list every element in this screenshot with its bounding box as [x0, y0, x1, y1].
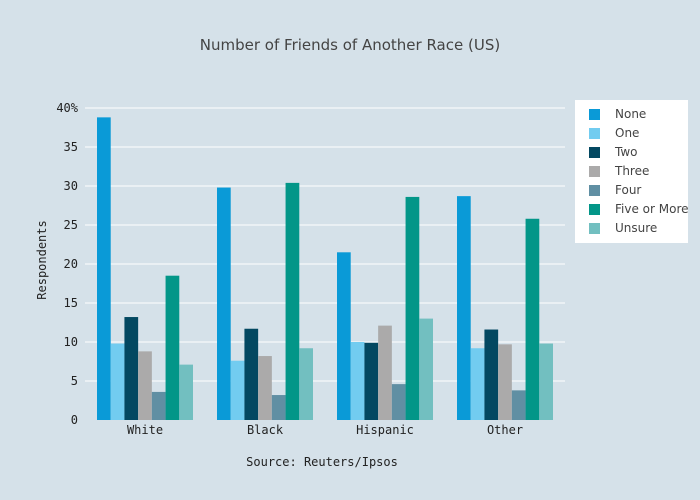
x-tick-label: Other [487, 423, 523, 437]
legend-label: Three [614, 164, 649, 178]
bar-five-or-more-other[interactable] [525, 218, 540, 420]
legend-label: None [615, 107, 646, 121]
bar-two-other[interactable] [484, 329, 499, 420]
y-tick-label: 20 [64, 257, 78, 271]
chart-title: Number of Friends of Another Race (US) [200, 36, 500, 54]
bar-four-black[interactable] [271, 395, 286, 420]
x-axis-title: Source: Reuters/Ipsos [246, 455, 398, 469]
legend-swatch [589, 204, 600, 215]
bar-three-white[interactable] [138, 351, 152, 420]
bar-one-black[interactable] [230, 360, 245, 420]
y-tick-label: 5 [71, 374, 78, 388]
legend-swatch [589, 185, 600, 196]
bar-one-other[interactable] [470, 348, 485, 420]
y-tick-label: 40% [56, 101, 78, 115]
x-tick-label: Hispanic [356, 423, 414, 437]
legend-item[interactable]: None [589, 107, 646, 121]
bar-none-hispanic[interactable] [337, 252, 351, 420]
legend-swatch [589, 109, 600, 120]
x-tick-label: White [127, 423, 163, 437]
x-axis-ticks: White Black Hispanic Other [127, 423, 523, 437]
legend-label: One [615, 126, 639, 140]
bar-none-other[interactable] [457, 196, 471, 420]
y-tick-label: 15 [64, 296, 78, 310]
y-tick-label: 10 [64, 335, 78, 349]
legend-swatch [589, 166, 600, 177]
gridlines [85, 107, 565, 382]
y-tick-label: 30 [64, 179, 78, 193]
bar-three-black[interactable] [258, 356, 272, 420]
legend-label: Two [614, 145, 638, 159]
legend-label: Unsure [615, 221, 657, 235]
bar-three-other[interactable] [498, 344, 512, 420]
legend-item[interactable]: Five or More [589, 202, 689, 216]
bar-one-white[interactable] [110, 343, 125, 420]
bar-unsure-other[interactable] [539, 343, 553, 420]
bar-unsure-white[interactable] [179, 364, 193, 420]
legend-item[interactable]: One [589, 126, 639, 140]
legend-swatch [589, 223, 600, 234]
bar-five-or-more-hispanic[interactable] [405, 196, 420, 420]
bar-none-white[interactable] [97, 117, 111, 421]
bars [97, 117, 553, 421]
legend-item[interactable]: Unsure [589, 221, 657, 235]
bar-four-other[interactable] [511, 390, 526, 420]
y-tick-label: 25 [64, 218, 78, 232]
bar-one-hispanic[interactable] [350, 342, 365, 420]
bar-two-black[interactable] [244, 328, 259, 420]
legend-swatch [589, 128, 600, 139]
legend-label: Five or More [615, 202, 689, 216]
legend-label: Four [615, 183, 641, 197]
bar-two-hispanic[interactable] [364, 342, 379, 420]
legend-item[interactable]: Two [589, 145, 638, 159]
bar-two-white[interactable] [124, 317, 139, 420]
legend-swatch [589, 147, 600, 158]
legend-item[interactable]: Four [589, 183, 641, 197]
y-axis-title: Respondents [35, 220, 49, 299]
legend: None One Two Three Four Five or More Unsure [575, 100, 689, 243]
y-tick-label: 35 [64, 140, 78, 154]
bar-none-black[interactable] [217, 187, 231, 420]
bar-five-or-more-black[interactable] [285, 182, 300, 420]
bar-three-hispanic[interactable] [378, 325, 392, 420]
bar-five-or-more-white[interactable] [165, 275, 180, 420]
bar-four-hispanic[interactable] [391, 384, 406, 420]
y-axis-ticks: 0 5 10 15 20 25 30 35 40% [56, 101, 78, 427]
bar-unsure-hispanic[interactable] [419, 318, 433, 420]
x-tick-label: Black [247, 423, 284, 437]
legend-item[interactable]: Three [589, 164, 649, 178]
y-tick-label: 0 [71, 413, 78, 427]
bar-unsure-black[interactable] [299, 348, 313, 420]
bar-four-white[interactable] [151, 391, 166, 420]
